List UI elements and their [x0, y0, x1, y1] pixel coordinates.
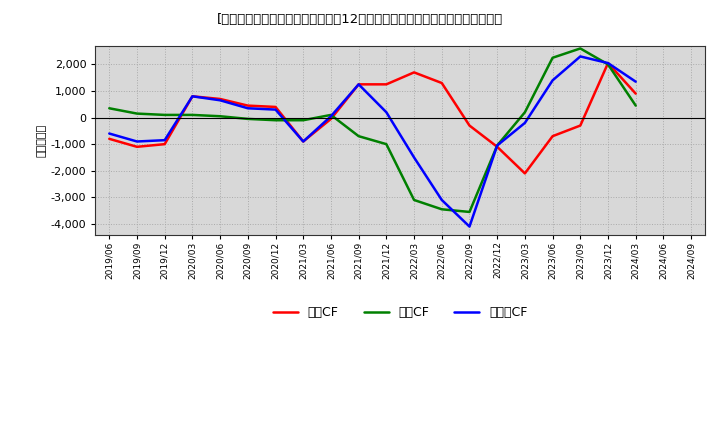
投資CF: [521, 110, 529, 115]
営業CF: [493, 144, 502, 150]
営業CF: [465, 123, 474, 128]
フリーCF: [631, 79, 640, 84]
フリーCF: [493, 143, 502, 148]
フリーCF: [603, 60, 612, 66]
営業CF: [576, 123, 585, 128]
営業CF: [410, 70, 418, 75]
フリーCF: [576, 54, 585, 59]
投資CF: [438, 207, 446, 212]
営業CF: [631, 91, 640, 96]
Line: 営業CF: 営業CF: [109, 63, 636, 173]
投資CF: [410, 197, 418, 202]
Legend: 営業CF, 投資CF, フリーCF: 営業CF, 投資CF, フリーCF: [268, 301, 533, 324]
フリーCF: [549, 78, 557, 83]
フリーCF: [327, 114, 336, 119]
営業CF: [521, 171, 529, 176]
Text: [５３８１］　キャッシュフローの12か月移動合計の対前年同期増減額の推移: [５３８１］ キャッシュフローの12か月移動合計の対前年同期増減額の推移: [217, 13, 503, 26]
営業CF: [299, 139, 307, 144]
投資CF: [631, 103, 640, 108]
営業CF: [188, 94, 197, 99]
Line: フリーCF: フリーCF: [109, 56, 636, 227]
投資CF: [603, 62, 612, 67]
投資CF: [549, 55, 557, 60]
フリーCF: [271, 107, 280, 112]
営業CF: [132, 144, 141, 150]
投資CF: [327, 112, 336, 117]
フリーCF: [132, 139, 141, 144]
投資CF: [354, 133, 363, 139]
投資CF: [132, 111, 141, 116]
投資CF: [382, 142, 391, 147]
投資CF: [465, 209, 474, 215]
フリーCF: [216, 98, 225, 103]
投資CF: [161, 112, 169, 117]
営業CF: [603, 60, 612, 66]
フリーCF: [299, 139, 307, 144]
営業CF: [105, 136, 114, 142]
投資CF: [271, 117, 280, 123]
営業CF: [438, 81, 446, 86]
投資CF: [299, 117, 307, 123]
フリーCF: [188, 94, 197, 99]
営業CF: [216, 96, 225, 102]
投資CF: [216, 114, 225, 119]
フリーCF: [521, 120, 529, 125]
投資CF: [188, 112, 197, 117]
投資CF: [105, 106, 114, 111]
営業CF: [382, 82, 391, 87]
営業CF: [549, 133, 557, 139]
投資CF: [576, 46, 585, 51]
フリーCF: [105, 131, 114, 136]
フリーCF: [161, 138, 169, 143]
フリーCF: [465, 224, 474, 229]
フリーCF: [438, 197, 446, 202]
フリーCF: [410, 155, 418, 160]
営業CF: [354, 82, 363, 87]
営業CF: [271, 104, 280, 110]
投資CF: [243, 116, 252, 121]
フリーCF: [382, 110, 391, 115]
フリーCF: [243, 106, 252, 111]
営業CF: [161, 142, 169, 147]
営業CF: [243, 103, 252, 108]
投資CF: [493, 143, 502, 148]
Y-axis label: （百万円）: （百万円）: [37, 124, 47, 157]
Line: 投資CF: 投資CF: [109, 48, 636, 212]
フリーCF: [354, 82, 363, 87]
営業CF: [327, 116, 336, 121]
